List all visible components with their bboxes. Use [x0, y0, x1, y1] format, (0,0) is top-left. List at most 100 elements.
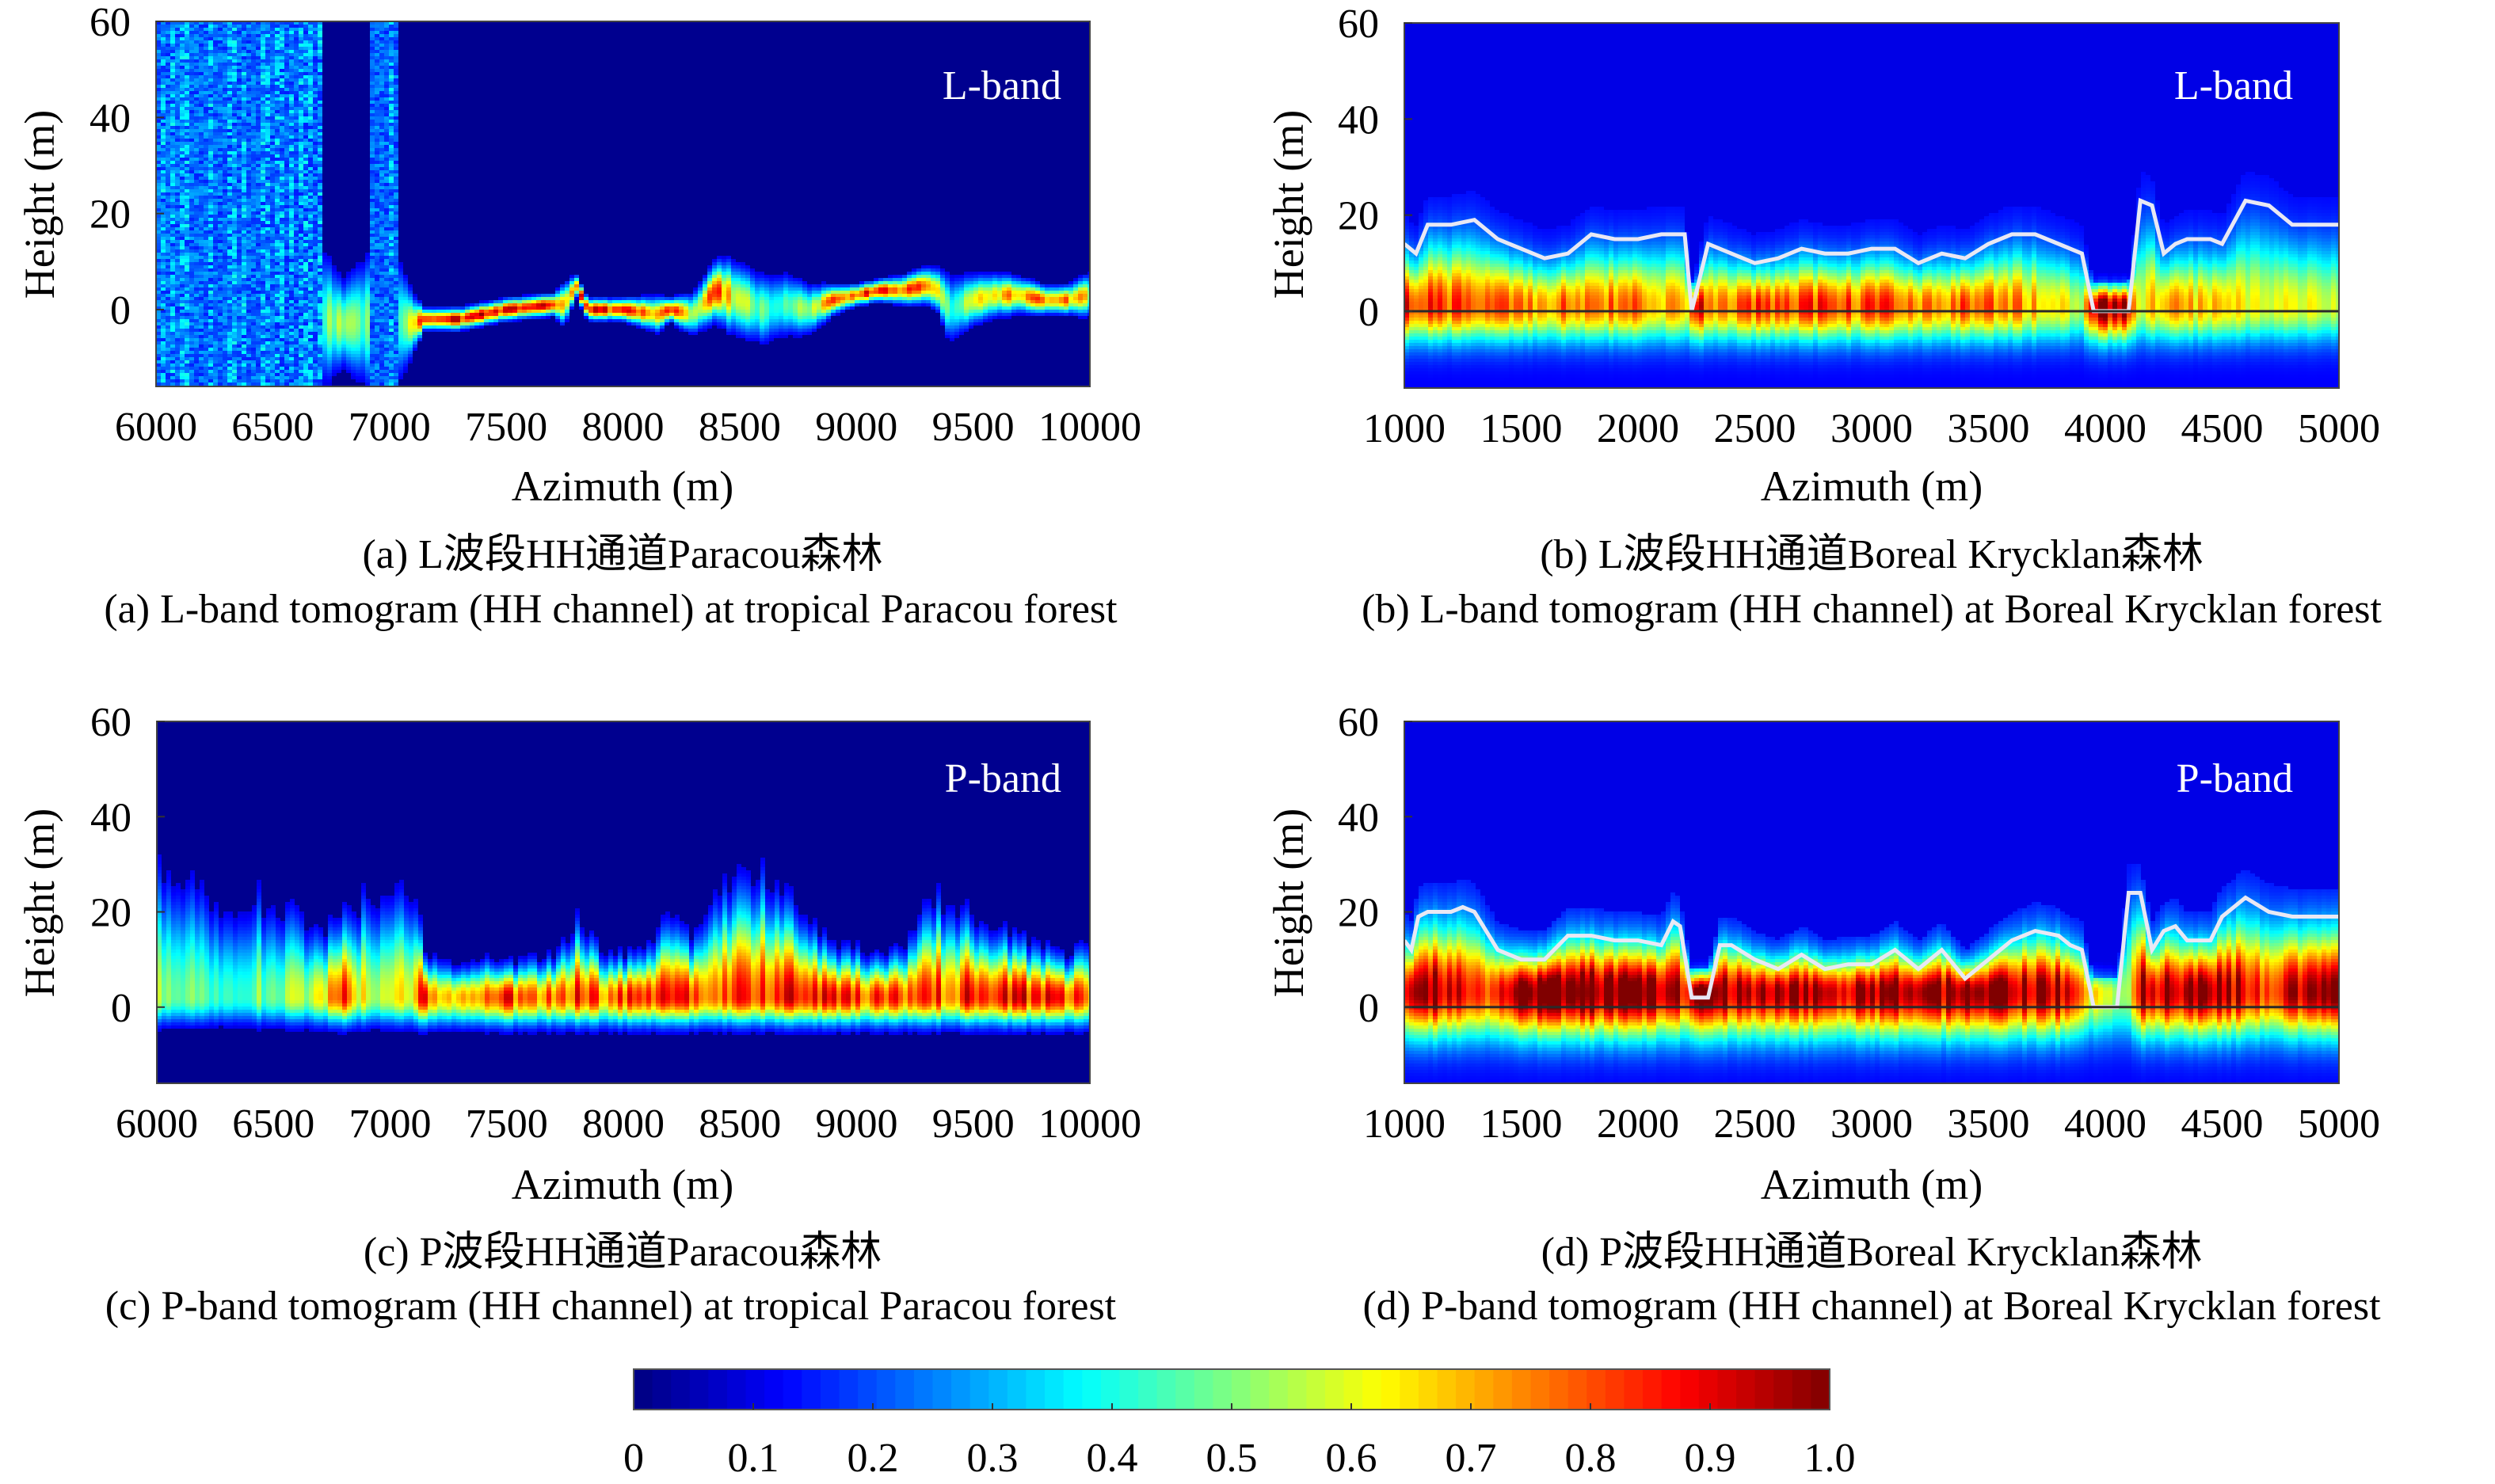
x-ticks-b: 1000 1500 2000 2500 3000 3500 4000 4500 5000 [1363, 406, 2380, 451]
y-tick-label: 0 [110, 288, 131, 333]
x-tick-label: 2000 [1597, 406, 1679, 451]
y-tick-label: 20 [1338, 891, 1379, 936]
colorbar-segment [933, 1369, 952, 1410]
x-tick-label: 4000 [2064, 406, 2146, 451]
colorbar-segment [1531, 1369, 1550, 1410]
colorbar-segment [1811, 1369, 1830, 1410]
y-axis-title-a: Height (m) [16, 110, 63, 299]
x-tick-label: 1500 [1480, 406, 1563, 451]
y-tick-label: 0 [1358, 986, 1379, 1031]
colorbar-segment [727, 1369, 746, 1410]
band-label-a: L-band [943, 63, 1061, 108]
colorbar-segment [653, 1369, 672, 1410]
colorbar-segment [1493, 1369, 1512, 1410]
colorbar-segment [1344, 1369, 1363, 1410]
x-tick-label: 1000 [1363, 1102, 1446, 1147]
x-tick-label: 3000 [1830, 406, 1913, 451]
colorbar-tick-label: 0.1 [728, 1436, 779, 1481]
x-tick-label: 3500 [1948, 406, 2030, 451]
colorbar-segment [1101, 1369, 1120, 1410]
colorbar-segment [1026, 1369, 1045, 1410]
colorbar-segment [1045, 1369, 1064, 1410]
colorbar-tick-label: 0.3 [967, 1436, 1019, 1481]
colorbar-segment [1082, 1369, 1101, 1410]
y-ticks-a: 60 40 20 0 [90, 0, 164, 333]
caption-cn-b: (b) L波段HH通道Boreal Krycklan森林 [1540, 532, 2204, 577]
x-tick-label: 3000 [1830, 1102, 1913, 1147]
y-axis-title-c: Height (m) [16, 809, 63, 997]
band-label-b: L-band [2174, 63, 2293, 108]
x-tick-label: 4500 [2181, 406, 2264, 451]
colorbar-ticks: 0 0.1 0.2 0.3 0.4 0.5 0.6 0.7 0.8 0.9 1.0 [623, 1403, 1856, 1481]
colorbar-segment [764, 1369, 783, 1410]
colorbar-segment [821, 1369, 840, 1410]
x-tick-label: 6000 [115, 405, 197, 450]
colorbar-segment [988, 1369, 1008, 1410]
colorbar-segment [1456, 1369, 1475, 1410]
x-tick-label: 9000 [815, 405, 897, 450]
colorbar-tick-label: 0 [623, 1436, 644, 1481]
colorbar-segment [1755, 1369, 1774, 1410]
y-tick-label: 40 [90, 96, 131, 141]
colorbar-tick-label: 0.8 [1565, 1436, 1617, 1481]
colorbar-segment [802, 1369, 821, 1410]
y-tick-label: 0 [1358, 290, 1379, 335]
x-tick-label: 9500 [932, 405, 1015, 450]
colorbar-segment [1008, 1369, 1027, 1410]
colorbar-segment [1624, 1369, 1643, 1410]
x-tick-label: 3500 [1948, 1102, 2030, 1147]
y-tick-label: 20 [90, 891, 131, 936]
colorbar-segment [1475, 1369, 1494, 1410]
caption-en-a: (a) L-band tomogram (HH channel) at trop… [104, 587, 1118, 632]
x-axis-title-c: Azimuth (m) [512, 1161, 733, 1208]
colorbar-segment [783, 1369, 802, 1410]
colorbar-segment [1736, 1369, 1755, 1410]
x-tick-label: 8000 [582, 1102, 665, 1147]
x-axis-title-d: Azimuth (m) [1761, 1161, 1983, 1208]
y-tick-label: 60 [90, 0, 131, 45]
caption-cn-d: (d) P波段HH通道Boreal Krycklan森林 [1541, 1230, 2203, 1275]
caption-en-d: (d) P-band tomogram (HH channel) at Bore… [1362, 1284, 2381, 1329]
x-ticks-c: 6000 6500 7000 7500 8000 8500 9000 9500 10000 [116, 1102, 1141, 1147]
x-tick-label: 7000 [349, 405, 431, 450]
colorbar-tick-label: 0.2 [848, 1436, 899, 1481]
y-tick-label: 40 [1338, 795, 1379, 840]
colorbar-segment [1680, 1369, 1699, 1410]
y-tick-label: 60 [1338, 700, 1379, 745]
colorbar-segment [1438, 1369, 1457, 1410]
colorbar-segment [1138, 1369, 1157, 1410]
colorbar-segment [1568, 1369, 1587, 1410]
colorbar-segment [708, 1369, 727, 1410]
colorbar-segment [877, 1369, 896, 1410]
colorbar-segment [1306, 1369, 1325, 1410]
colorbar-tick-label: 0.7 [1446, 1436, 1497, 1481]
x-tick-label: 5000 [2298, 406, 2380, 451]
x-ticks-a: 6000 6500 7000 7500 8000 8500 9000 9500 10000 [115, 405, 1141, 450]
colorbar-segment [1773, 1369, 1792, 1410]
colorbar-segment [690, 1369, 709, 1410]
x-tick-label: 6500 [231, 405, 314, 450]
x-tick-label: 6000 [116, 1102, 198, 1147]
y-ticks-d: 60 40 20 0 [1338, 700, 1412, 1031]
x-tick-label: 2000 [1597, 1102, 1679, 1147]
x-tick-label: 8500 [699, 1102, 781, 1147]
band-label-c: P-band [945, 756, 1061, 801]
x-tick-label: 8500 [699, 405, 781, 450]
colorbar-segment [1699, 1369, 1718, 1410]
y-tick-label: 40 [90, 795, 131, 840]
y-tick-label: 20 [1338, 194, 1379, 239]
x-tick-label: 1500 [1480, 1102, 1563, 1147]
colorbar-segment [1419, 1369, 1438, 1410]
x-tick-label: 10000 [1038, 405, 1141, 450]
y-tick-label: 20 [90, 192, 131, 238]
caption-en-b: (b) L-band tomogram (HH channel) at Bore… [1362, 587, 2383, 632]
colorbar-segment [746, 1369, 765, 1410]
colorbar-segment [858, 1369, 877, 1410]
colorbar-segment [1194, 1369, 1213, 1410]
colorbar-segment [914, 1369, 933, 1410]
